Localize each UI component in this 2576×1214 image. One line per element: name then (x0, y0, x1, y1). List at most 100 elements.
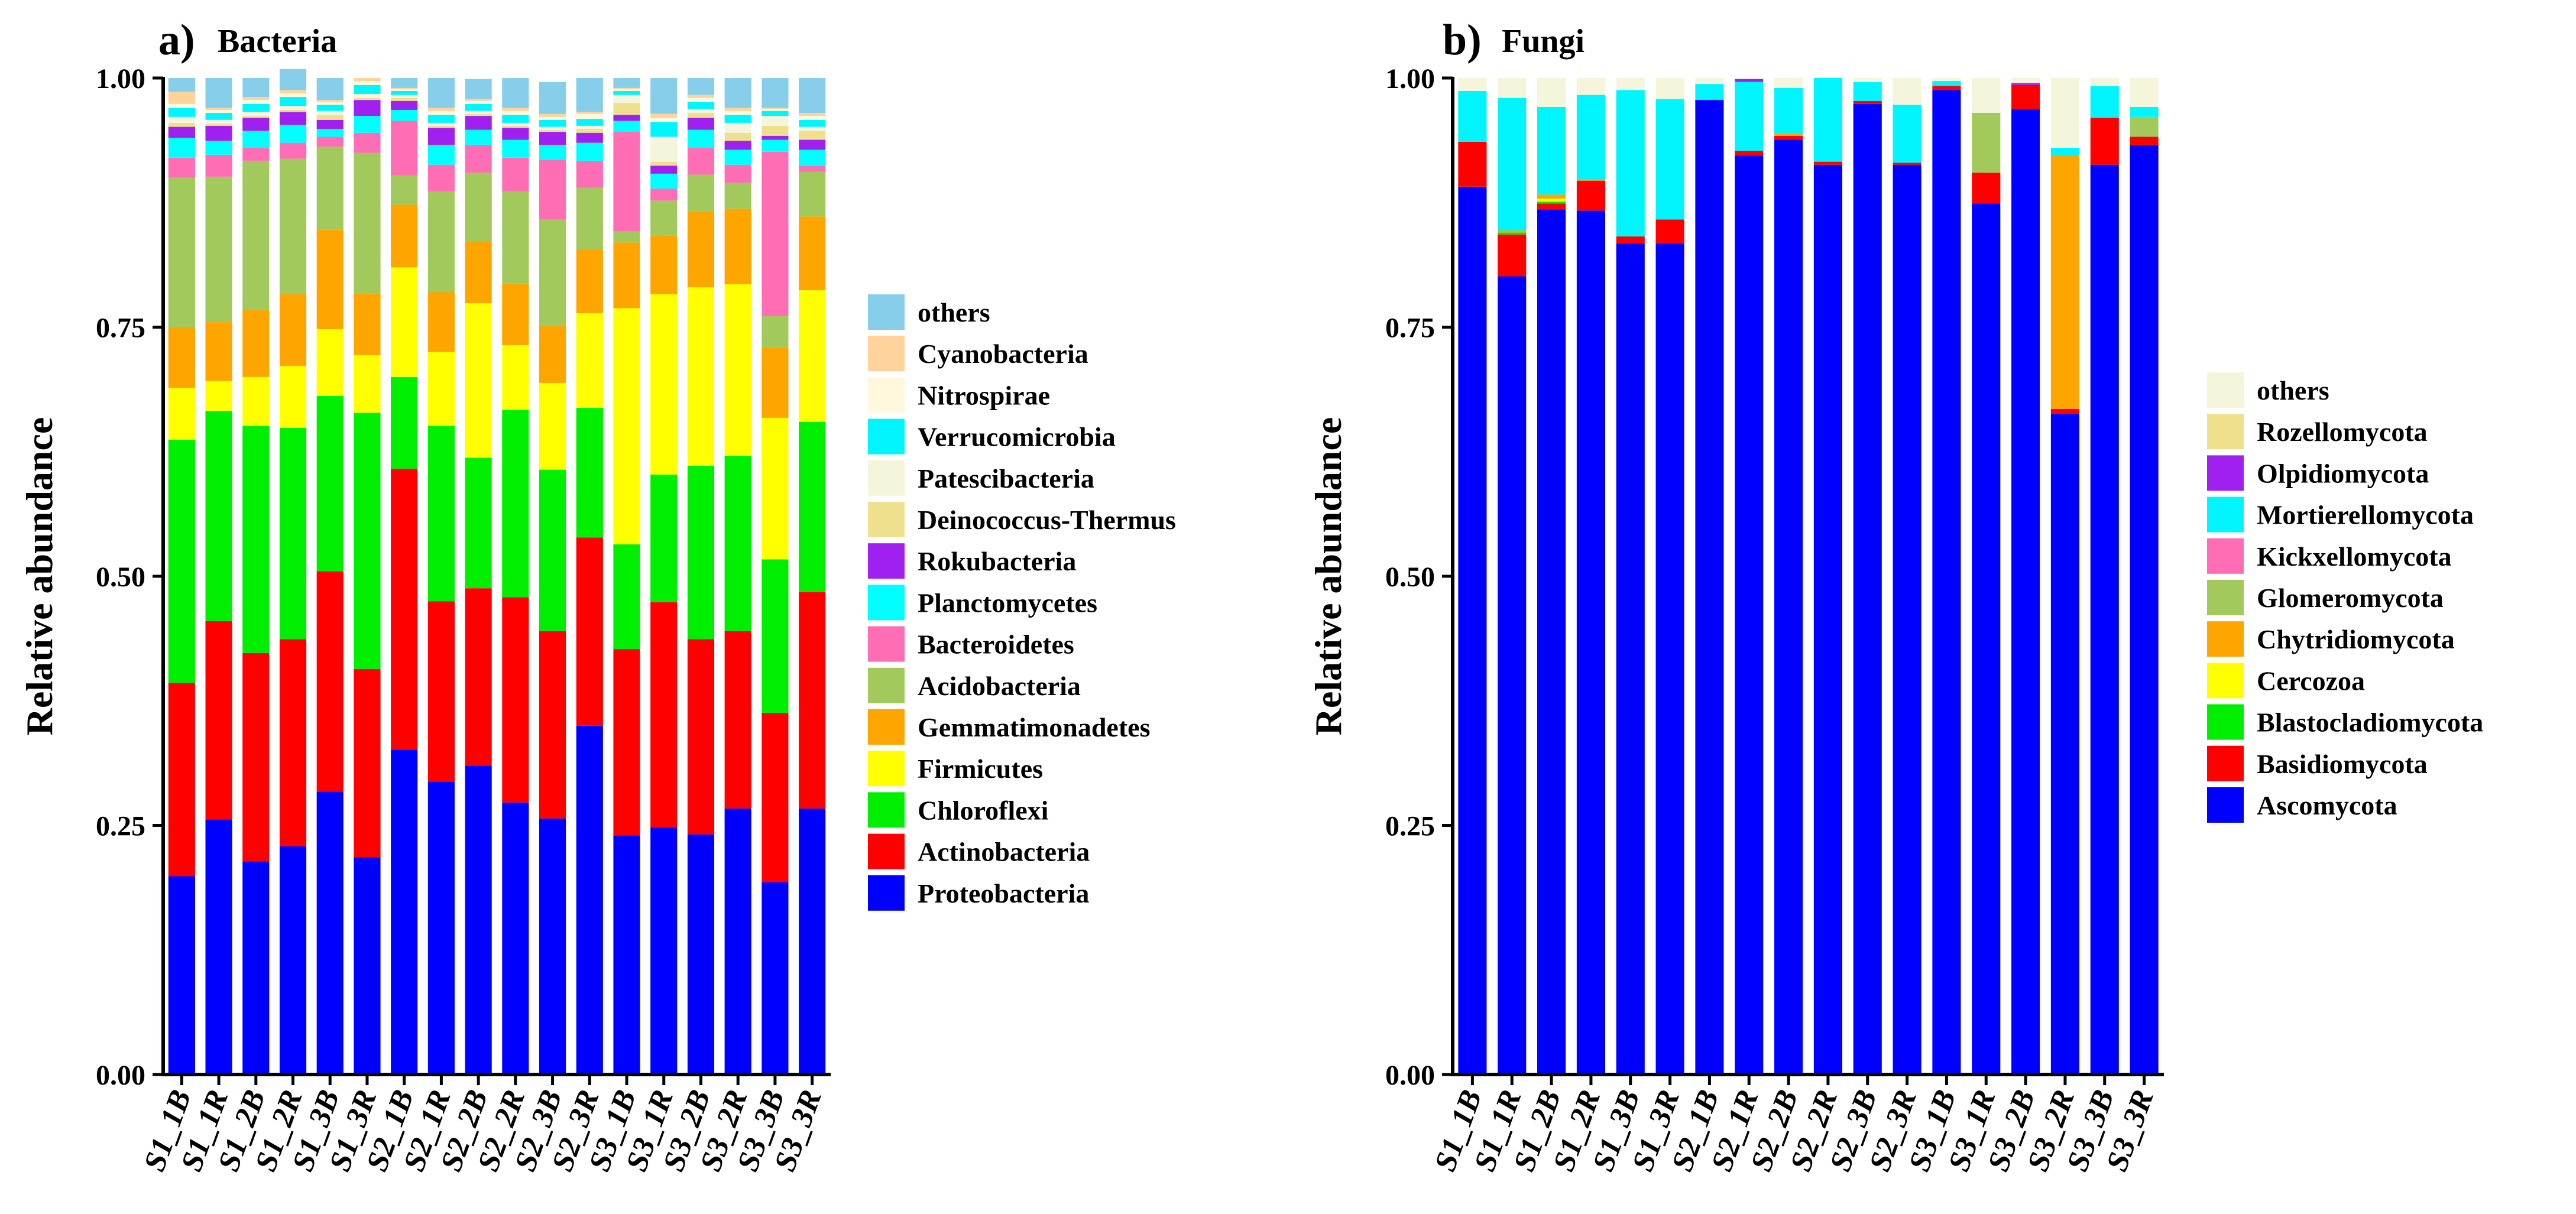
panel-b-legend-label: others (2257, 375, 2329, 405)
panel-b-legend-label: Mortierellomycota (2257, 500, 2474, 530)
panel-b-bar-S3_2B-ascomycota (2011, 109, 2040, 1075)
panel-a-bar-S3_1R-nitrospirae (650, 118, 678, 122)
panel-b-bar-S1_1R-ascomycota (1498, 276, 1527, 1075)
panel-b-legend-label: Olpidiomycota (2257, 458, 2429, 488)
panel-a-bar-S1_1B-patescibacteria (168, 116, 195, 123)
panel-a-bar-S3_3R-proteobacteria (799, 808, 826, 1075)
panel-a-bar-S3_3R-bacteroidetes (799, 165, 826, 172)
panel-b-bar-S2_1R-mortierellomycota (1735, 82, 1764, 151)
panel-a-bar-S1_2B-actinobacteria (242, 653, 270, 862)
panel-a-bar-S1_3B-verrucomicrobia (316, 105, 344, 111)
panel-a-bar-S1_1R-others (205, 78, 232, 108)
panel-a-legend-swatch (868, 460, 905, 496)
panel-a-bar-S2_3B-nitrospirae (539, 116, 566, 120)
panel-a-bar-S3_2R-cyanobacteria (724, 108, 751, 111)
panel-a-bar-S2_3B-firmicutes (539, 382, 566, 470)
panel-a-bar-S2_3B-deinococcus-thermus (539, 129, 566, 132)
panel-a-bar-S2_3B-actinobacteria (539, 631, 566, 819)
panel-a-bar-S2_1R-proteobacteria (427, 781, 455, 1075)
panel-b-bar-S3_1R-ascomycota (1972, 203, 2001, 1075)
panel-b-y-tick-label: 0.25 (1385, 811, 1435, 842)
panel-a-bar-S2_2B-chloroflexi (465, 457, 492, 589)
panel-a-bar-S3_2R-proteobacteria (724, 808, 751, 1075)
panel-a-bar-S1_2B-firmicutes (242, 376, 270, 426)
panel-a-bar-S3_2R-firmicutes (724, 284, 751, 456)
panel-a-bar-S1_2R-actinobacteria (279, 639, 307, 846)
panel-a-bar-S1_2B-proteobacteria (242, 861, 270, 1075)
panel-b-bar-S3_1R-basidiomycota (1972, 173, 2001, 204)
panel-a-bar-S3_2B-bacteroidetes (687, 148, 715, 175)
panel-a-bar-S3_2R-gemmatimonadetes (724, 208, 751, 285)
panel-a-bar-S3_1B-others (613, 78, 640, 88)
panel-a-bar-S2_2B-proteobacteria (465, 765, 492, 1075)
panel-a-bar-S1_1R-cyanobacteria (205, 108, 232, 110)
panel-a-bar-S3_2B-rokubacteria (687, 118, 715, 130)
panel-a-bar-S3_1B-patescibacteria (613, 95, 640, 103)
panel-a-bar-S1_1R-rokubacteria (205, 125, 232, 141)
panel-a-bar-S2_3R-others (576, 78, 603, 112)
panel-a-bar-S2_3B-bacteroidetes (539, 160, 566, 220)
panel-a-bar-S3_1B-planctomycetes (613, 121, 640, 132)
panel-b-bar-S3_3R-basidiomycota (2130, 137, 2159, 145)
panel-a-bar-S3_2R-others (724, 78, 751, 108)
panel-a-y-tick-label: 0.50 (96, 561, 145, 593)
panel-a-bar-S1_1R-gemmatimonadetes (205, 322, 232, 381)
panel-a-bar-S1_3R-nitrospirae (354, 81, 381, 85)
panel-a-bar-S3_3B-firmicutes (762, 417, 789, 560)
panel-b-bar-S3_1B-basidiomycota (1932, 86, 1961, 90)
panel-a-bar-S1_1R-chloroflexi (205, 411, 232, 621)
panel-a-bar-S2_1R-gemmatimonadetes (427, 292, 455, 352)
panel-a-bar-S1_3R-bacteroidetes (354, 132, 381, 153)
panel-b-bar-S1_2R-mortierellomycota (1576, 95, 1605, 180)
panel-a-bar-S2_1B-nitrospirae (391, 89, 418, 91)
panel-a-bar-S3_3B-others (762, 78, 789, 108)
panel-a-bar-S2_1R-rokubacteria (427, 128, 455, 145)
panel-b-legend-swatch (2207, 496, 2244, 533)
panel-b-legend-swatch (2207, 580, 2244, 615)
panel-a-bar-S2_2B-nitrospirae (465, 100, 492, 104)
panel-a-bar-S2_3R-cyanobacteria (576, 112, 603, 114)
panel-b-bar-S2_1R-olpidiomycota (1735, 79, 1764, 82)
panel-a-bar-S2_1R-firmicutes (427, 352, 455, 426)
panel-b-title: Fungi (1502, 23, 1585, 60)
panel-a-bar-S2_2R-bacteroidetes (502, 157, 529, 192)
panel-b-bar-S1_3R-others (1655, 78, 1684, 99)
panel-a-legend-label: Nitrospirae (918, 380, 1050, 410)
panel-a-bar-S1_2B-bacteroidetes (242, 148, 270, 161)
panel-a-bar-S3_1B-acidobacteria (613, 231, 640, 243)
panel-a-bar-S3_2R-patescibacteria (724, 122, 751, 133)
panel-a-bar-S2_1B-cyanobacteria (391, 87, 418, 89)
panel-a-legend-swatch (868, 502, 905, 537)
panel-b-bar-S2_2R-basidiomycota (1813, 161, 1842, 165)
panel-a-y-tick-label: 0.75 (96, 313, 145, 344)
panel-a-bar-S2_2R-patescibacteria (502, 122, 529, 126)
panel-a-legend-label: Gemmatimonadetes (918, 712, 1150, 742)
panel-b-bar-S3_3B-others (2090, 78, 2119, 86)
panel-b-bar-S3_1R-glomeromycota (1972, 113, 2001, 173)
panel-b-bar-S2_1R-basidiomycota (1735, 151, 1764, 156)
panel-a-y-tick-label: 1.00 (96, 63, 145, 95)
panel-a-bar-S2_2R-cyanobacteria (502, 108, 529, 111)
panel-a-bar-S3_2B-cyanobacteria (687, 95, 715, 98)
panel-a-bar-S1_3R-planctomycetes (354, 116, 381, 133)
panel-a-bar-S2_3B-acidobacteria (539, 219, 566, 326)
panel-b-bar-S2_3B-mortierellomycota (1853, 82, 1882, 101)
panel-a-y-tick-label: 0.25 (96, 811, 145, 842)
panel-a-bar-S3_3R-cyanobacteria (799, 113, 826, 116)
panel-a-bar-S1_1B-cyanobacteria (168, 92, 195, 104)
panel-a-bar-S1_1B-firmicutes (168, 388, 195, 440)
panel-a-bar-S1_2R-cyanobacteria (279, 90, 307, 93)
panel-a-bar-S2_1B-planctomycetes (391, 109, 418, 121)
panel-a-bar-S3_3R-patescibacteria (799, 126, 826, 131)
panel-b-bar-S1_2R-basidiomycota (1576, 180, 1605, 211)
panel-b-bar-S3_1B-mortierellomycota (1932, 81, 1961, 86)
panel-a-legend-label: Actinobacteria (918, 837, 1090, 867)
panel-a-bar-S1_3R-rokubacteria (354, 100, 381, 116)
panel-b-bar-S1_3B-others (1616, 78, 1645, 90)
panel-a-bar-S1_3R-verrucomicrobia (354, 85, 381, 94)
panel-a-y-tick-label: 0.00 (96, 1060, 145, 1091)
panel-b-bar-S3_1B-others (1932, 78, 1961, 82)
panel-b-bar-S3_3R-mortierellomycota (2130, 106, 2159, 117)
panel-a-bar-S3_1R-acidobacteria (650, 200, 678, 236)
